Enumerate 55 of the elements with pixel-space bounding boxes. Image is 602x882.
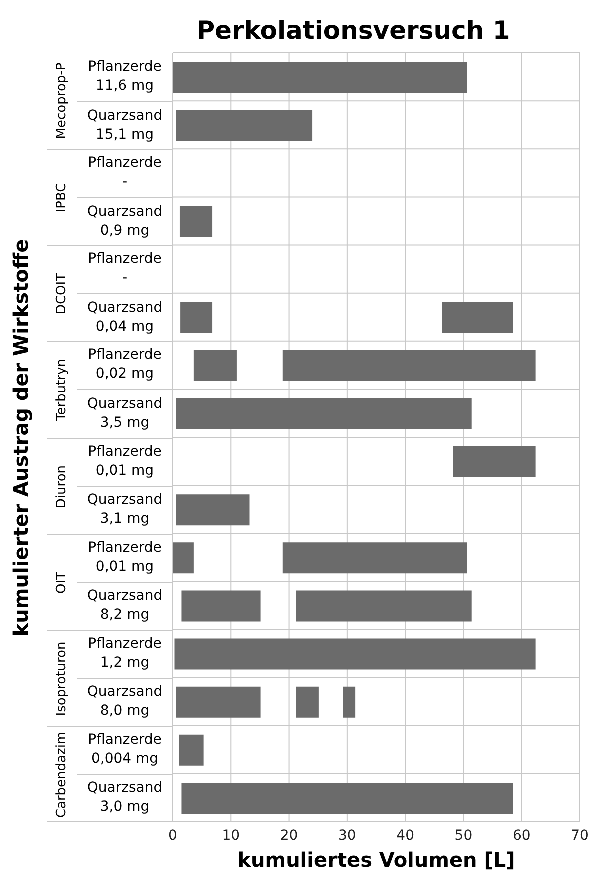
y-tick-label: Pflanzerde 0,02 mg (88, 346, 162, 384)
x-tick-label: 60 (512, 828, 531, 844)
text: Mecoprop-P (54, 62, 70, 140)
bar (442, 302, 514, 334)
y-tick-label: Quarzsand 3,0 mg (87, 779, 163, 818)
bar (182, 782, 514, 814)
bar (194, 350, 237, 382)
bar (173, 542, 194, 574)
y-tick-label: Quarzsand 3,5 mg (87, 394, 163, 433)
text: Diuron (54, 465, 70, 508)
y-tick-label: Quarzsand 8,0 mg (87, 683, 163, 722)
bar (282, 542, 468, 574)
bar (296, 686, 319, 718)
x-tick-label: 30 (338, 828, 356, 844)
y-tick-label: Pflanzerde 0,004 mg (88, 730, 162, 769)
y-tick-label: Quarzsand 8,2 mg (87, 587, 163, 626)
bar (176, 398, 472, 430)
y-tick-label: Pflanzerde - (88, 154, 162, 192)
x-tick-label: 10 (222, 828, 240, 844)
y-axis-title: kumulierter Austrag der Wirkstoffe (9, 238, 33, 636)
x-tick-label: 20 (280, 828, 298, 844)
text: Terbutryn (54, 359, 70, 422)
bar (179, 734, 204, 766)
y-tick-label: Pflanzerde 0,01 mg (88, 442, 162, 481)
x-tick-label: 50 (454, 828, 473, 844)
bar (176, 686, 261, 718)
bar (176, 110, 313, 142)
text: Carbendazim (54, 732, 70, 818)
x-tick-label: 0 (168, 828, 178, 844)
bar (180, 206, 213, 238)
bar (453, 446, 536, 478)
x-axis-title: kumuliertes Volumen [L] (236, 848, 516, 872)
bar (282, 350, 536, 382)
text: DCOIT (54, 274, 70, 315)
bar (180, 302, 213, 334)
bar (176, 494, 250, 526)
x-tick-label: 40 (396, 828, 414, 844)
x-tick-label: 70 (571, 828, 589, 844)
y-tick-label: Pflanzerde 11,6 mg (88, 58, 162, 96)
y-tick-label: Quarzsand 15,1 mg (87, 106, 163, 145)
y-tick-label: Pflanzerde 0,01 mg (88, 538, 162, 577)
bar (343, 686, 356, 718)
bar (296, 590, 472, 622)
text: OIT (54, 572, 70, 594)
y-tick-label: Quarzsand 3,1 mg (87, 491, 163, 530)
y-tick-label: Pflanzerde 1,2 mg (88, 634, 162, 673)
bar (182, 590, 261, 622)
y-tick-label: Pflanzerde - (88, 250, 162, 288)
text: Isoproturon (54, 642, 70, 716)
chart-title: Perkolationsversuch 1 (196, 16, 512, 45)
y-tick-label: Quarzsand 0,9 mg (87, 202, 163, 241)
bar (174, 638, 536, 670)
text: IPBC (54, 183, 70, 213)
y-tick-label: Quarzsand 0,04 mg (87, 298, 163, 337)
bar (173, 62, 468, 93)
